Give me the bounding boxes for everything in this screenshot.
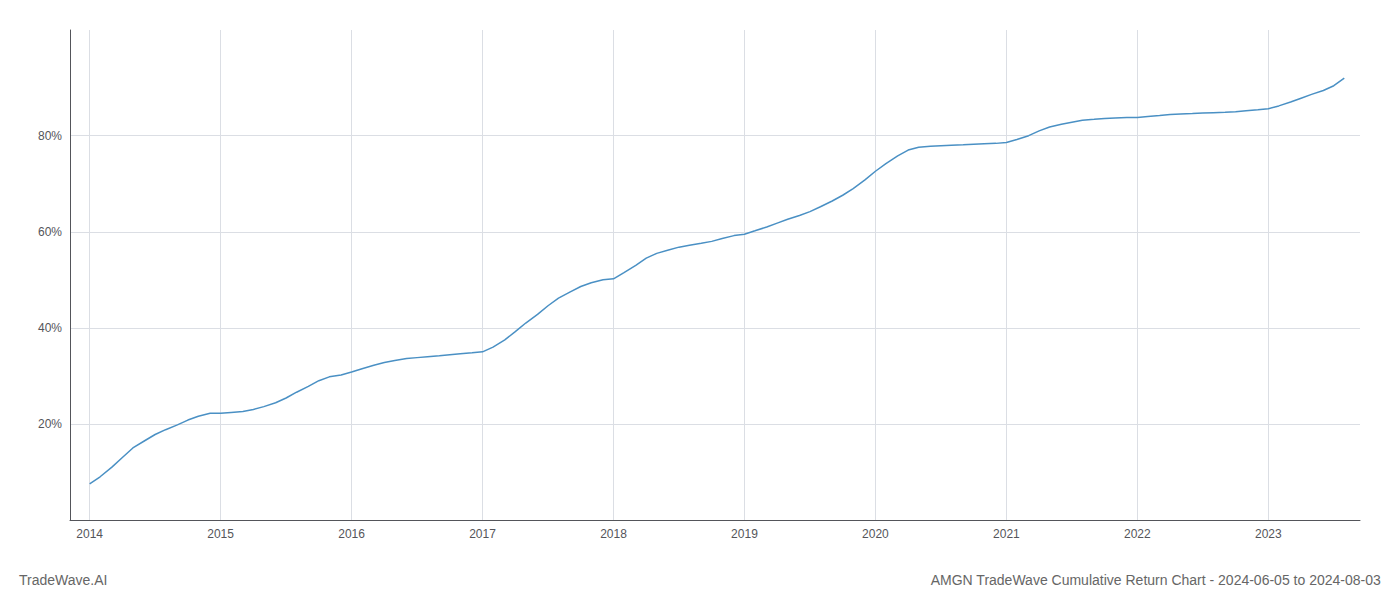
svg-text:2022: 2022	[1124, 527, 1151, 541]
svg-text:20%: 20%	[38, 417, 62, 431]
svg-text:2019: 2019	[731, 527, 758, 541]
svg-text:2014: 2014	[76, 527, 103, 541]
svg-text:2023: 2023	[1255, 527, 1282, 541]
svg-text:80%: 80%	[38, 129, 62, 143]
svg-text:40%: 40%	[38, 321, 62, 335]
svg-text:2016: 2016	[338, 527, 365, 541]
svg-text:60%: 60%	[38, 225, 62, 239]
svg-text:2018: 2018	[600, 527, 627, 541]
svg-text:TradeWave.AI: TradeWave.AI	[19, 572, 107, 588]
svg-text:AMGN TradeWave Cumulative Retu: AMGN TradeWave Cumulative Return Chart -…	[931, 572, 1381, 588]
svg-text:2021: 2021	[993, 527, 1020, 541]
svg-text:2020: 2020	[862, 527, 889, 541]
svg-text:2017: 2017	[469, 527, 496, 541]
svg-text:2015: 2015	[207, 527, 234, 541]
